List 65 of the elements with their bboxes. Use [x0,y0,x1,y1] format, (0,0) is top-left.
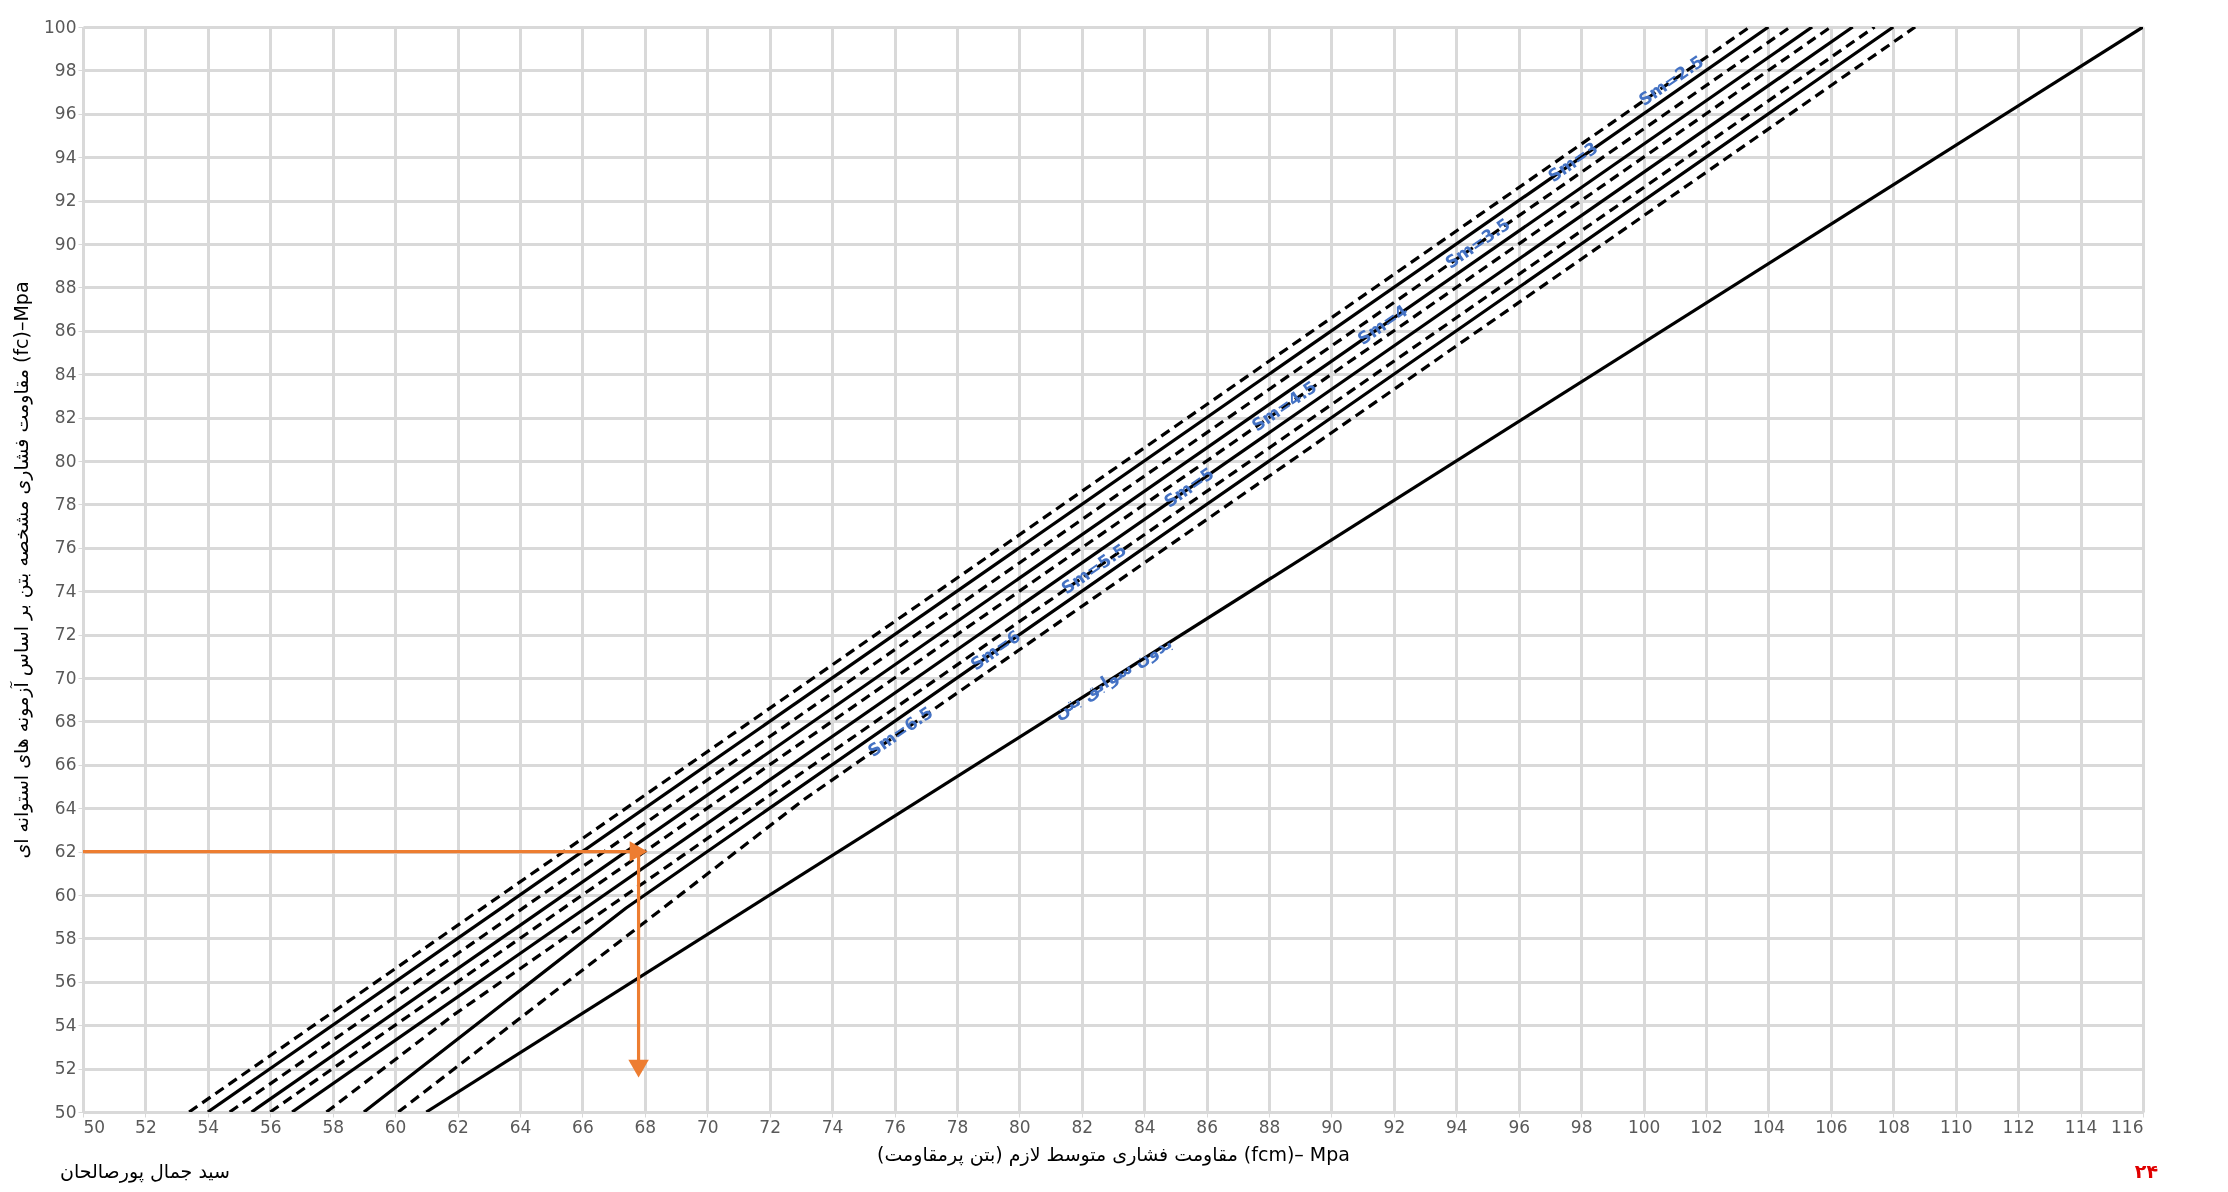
x-tick-label: 90 [1321,1116,1343,1137]
x-tick-label: 116 [2111,1116,2144,1137]
x-tick-label: 68 [634,1116,657,1137]
y-tick-label: 92 [54,190,77,211]
x-tick-label: 72 [759,1116,781,1137]
y-tick-label: 100 [44,16,77,37]
x-tick-label: 88 [1258,1116,1281,1137]
x-tick-label: 94 [1446,1116,1468,1137]
y-tick-label: 56 [54,971,77,992]
x-tick-label: 108 [1877,1116,1911,1137]
y-tick-label: 90 [54,233,77,254]
y-tick-label: 64 [54,797,77,818]
x-tick-label: 70 [696,1116,719,1137]
text: بدون سوابق بتن [1049,632,1177,723]
text: ۲۴ [2134,1160,2158,1182]
y-tick-label: 98 [54,59,77,80]
y-tick-label: 60 [54,884,77,905]
x-tick-label: 92 [1383,1116,1406,1137]
x-tick-label: 56 [259,1116,282,1137]
x-tick-label: 102 [1690,1116,1723,1137]
x-tick-label: 96 [1508,1116,1531,1137]
y-tick-label: 74 [54,580,77,601]
x-tick-label: 64 [509,1116,532,1137]
x-tick-label: 78 [946,1116,969,1137]
y-tick-label: 52 [54,1058,77,1079]
x-tick-label: 112 [2002,1116,2035,1137]
x-tick-label: 52 [135,1116,157,1137]
y-tick-label: 86 [54,320,77,341]
y-axis-title: مقاومت فشاری مشخصه بتن بر اساس آزمونه های استوانه ای (fc)–Mpa [9,281,34,859]
x-tick-label: 60 [384,1116,407,1137]
y-tick-label: 58 [54,927,77,948]
text: سید جمال پورصالحان [60,1160,231,1182]
x-tick-label: 62 [447,1116,469,1137]
x-tick-label: 84 [1133,1116,1156,1137]
y-tick-label: 68 [54,710,77,731]
x-tick-label: 66 [572,1116,594,1137]
y-tick-label: 50 [54,1101,77,1122]
y-tick-label: 54 [54,1014,77,1035]
x-tick-label: 54 [197,1116,220,1137]
y-tick-label: 72 [54,624,77,645]
x-tick-label: 106 [1815,1116,1848,1137]
x-tick-label: 80 [1009,1116,1031,1137]
y-tick-label: 94 [54,146,77,167]
y-tick-label: 62 [54,841,77,862]
x-axis-title: مقاومت فشاری متوسط لازم (بتن پرمقاومت) (fcm)– Mpa [877,1142,1350,1166]
y-tick-label: 66 [54,754,77,775]
x-tick-label: 110 [1940,1116,1973,1137]
y-tick-label: 96 [54,103,77,124]
x-tick-label: 86 [1196,1116,1218,1137]
y-tick-label: 88 [54,276,77,297]
x-tick-label: 100 [1627,1116,1661,1137]
y-tick-label: 70 [54,667,77,688]
x-tick-label: 58 [322,1116,345,1137]
x-tick-label: 74 [821,1116,844,1137]
y-tick-label: 76 [54,537,77,558]
x-tick-label: 104 [1752,1116,1786,1137]
y-tick-label: 84 [54,363,77,384]
x-tick-label: 76 [884,1116,906,1137]
x-tick-label: 50 [83,1116,106,1137]
x-tick-label: 98 [1570,1116,1593,1137]
x-tick-label: 82 [1071,1116,1094,1137]
y-tick-label: 80 [54,450,77,471]
y-tick-label: 82 [54,407,77,428]
x-tick-label: 114 [2064,1116,2098,1137]
y-tick-label: 78 [54,493,77,514]
